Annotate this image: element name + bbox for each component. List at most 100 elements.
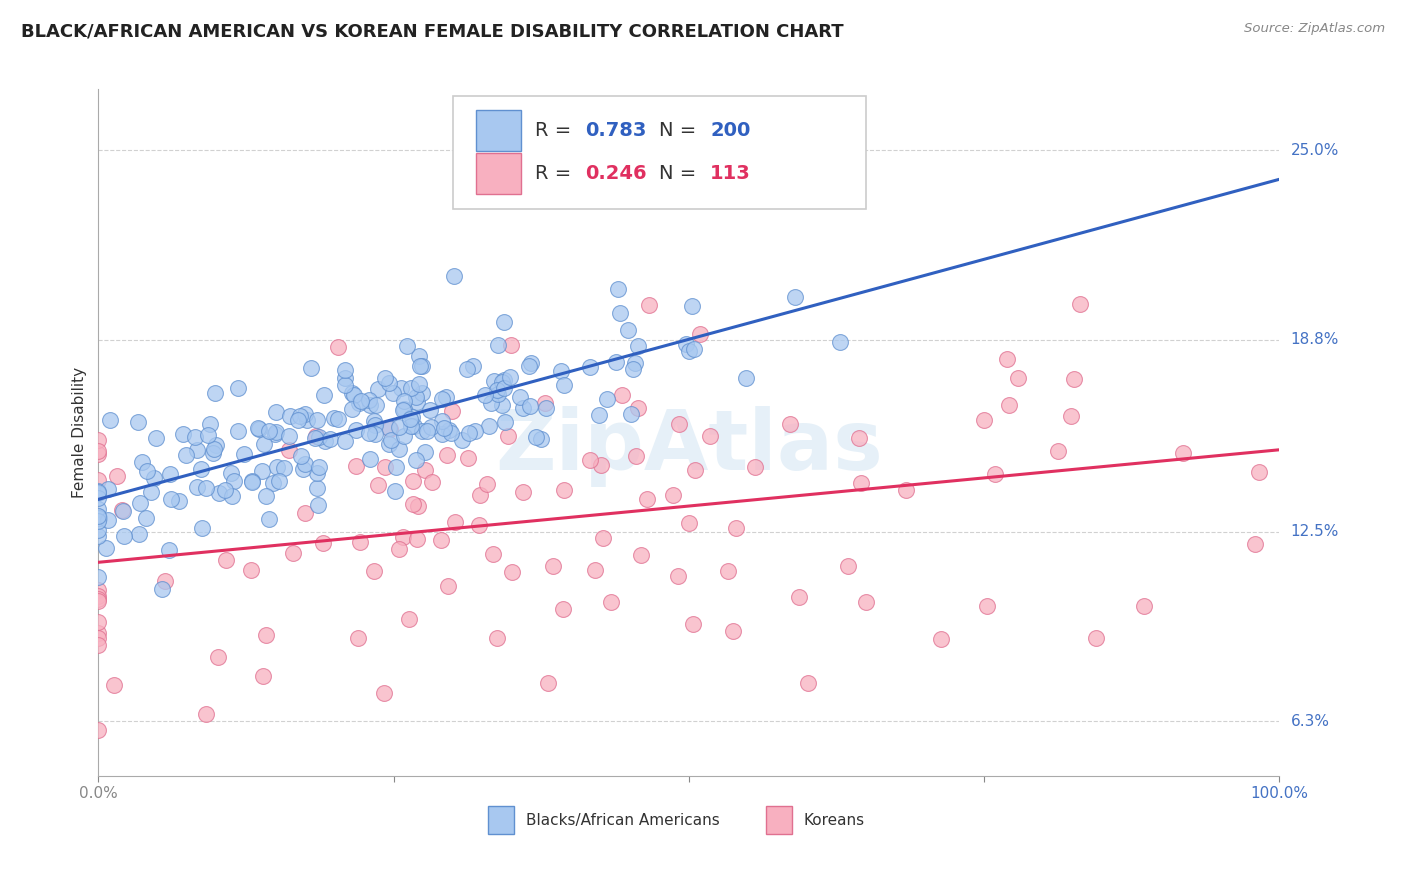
Point <box>433 421 456 435</box>
Text: N =: N = <box>659 164 703 183</box>
Point <box>492 373 515 387</box>
Point <box>464 424 486 438</box>
Point <box>396 338 419 352</box>
Point <box>333 434 356 449</box>
Point <box>588 409 610 423</box>
Point <box>344 423 367 437</box>
Point <box>197 428 219 442</box>
Point <box>699 428 721 442</box>
Point <box>259 512 281 526</box>
Point <box>398 612 420 626</box>
Point <box>262 476 284 491</box>
Point <box>112 529 135 543</box>
Point <box>333 377 356 392</box>
Point <box>335 363 357 377</box>
Point <box>541 558 564 573</box>
Point <box>87 594 110 608</box>
Point <box>257 424 280 438</box>
Point <box>405 532 427 546</box>
Point <box>150 582 173 597</box>
Point <box>264 425 287 439</box>
Point <box>415 463 437 477</box>
Point <box>408 349 430 363</box>
Text: Koreans: Koreans <box>803 814 865 828</box>
Point <box>399 381 422 395</box>
Point <box>208 486 231 500</box>
Point <box>1249 466 1271 480</box>
Text: 0.246: 0.246 <box>585 164 647 183</box>
FancyBboxPatch shape <box>453 96 866 210</box>
Point <box>550 364 572 378</box>
Point <box>98 413 121 427</box>
Point <box>405 453 427 467</box>
Point <box>605 355 627 369</box>
Point <box>468 518 491 533</box>
Point <box>682 617 704 632</box>
Point <box>87 615 110 629</box>
Point <box>509 390 531 404</box>
Point <box>681 299 703 313</box>
Point <box>167 494 190 508</box>
Point <box>160 491 183 506</box>
Point <box>367 478 389 492</box>
Point <box>405 390 427 404</box>
Point <box>779 417 801 432</box>
Point <box>378 376 401 391</box>
Point <box>349 535 371 549</box>
Point <box>233 447 256 461</box>
Point <box>314 388 336 402</box>
Point <box>724 521 747 535</box>
Point <box>689 327 711 342</box>
Point <box>277 429 299 443</box>
Point <box>630 549 652 563</box>
Point <box>135 510 157 524</box>
Point <box>537 676 560 690</box>
Point <box>326 412 349 426</box>
Point <box>436 448 458 462</box>
Point <box>359 398 381 412</box>
Point <box>896 483 918 498</box>
Point <box>717 564 740 578</box>
Point <box>374 459 396 474</box>
Point <box>198 417 221 431</box>
Point <box>145 431 167 445</box>
Point <box>87 443 110 458</box>
Point <box>359 451 381 466</box>
Point <box>519 399 541 413</box>
Point <box>394 429 416 443</box>
Point <box>308 430 330 444</box>
Point <box>491 375 513 389</box>
Point <box>87 491 110 506</box>
Point <box>848 431 870 445</box>
Point <box>1244 537 1267 551</box>
Text: R =: R = <box>536 164 578 183</box>
Point <box>141 485 163 500</box>
Point <box>1069 297 1091 311</box>
Point <box>492 315 515 329</box>
Point <box>305 429 328 443</box>
Point <box>87 582 110 597</box>
Point <box>128 526 150 541</box>
Text: N =: N = <box>659 121 703 140</box>
Point <box>250 464 273 478</box>
Point <box>457 451 479 466</box>
Point <box>411 359 433 374</box>
Point <box>627 338 650 352</box>
Point <box>666 568 689 582</box>
Point <box>172 427 194 442</box>
Point <box>624 356 647 370</box>
Point <box>411 386 433 401</box>
Point <box>186 442 208 457</box>
Point <box>357 425 380 440</box>
Point <box>406 394 429 409</box>
Point <box>995 351 1018 366</box>
Point <box>830 334 852 349</box>
Point <box>340 402 363 417</box>
Point <box>363 564 385 578</box>
Point <box>456 362 478 376</box>
Point <box>190 461 212 475</box>
Point <box>254 627 277 641</box>
Point <box>105 469 128 483</box>
Point <box>174 448 197 462</box>
Point <box>668 417 690 432</box>
